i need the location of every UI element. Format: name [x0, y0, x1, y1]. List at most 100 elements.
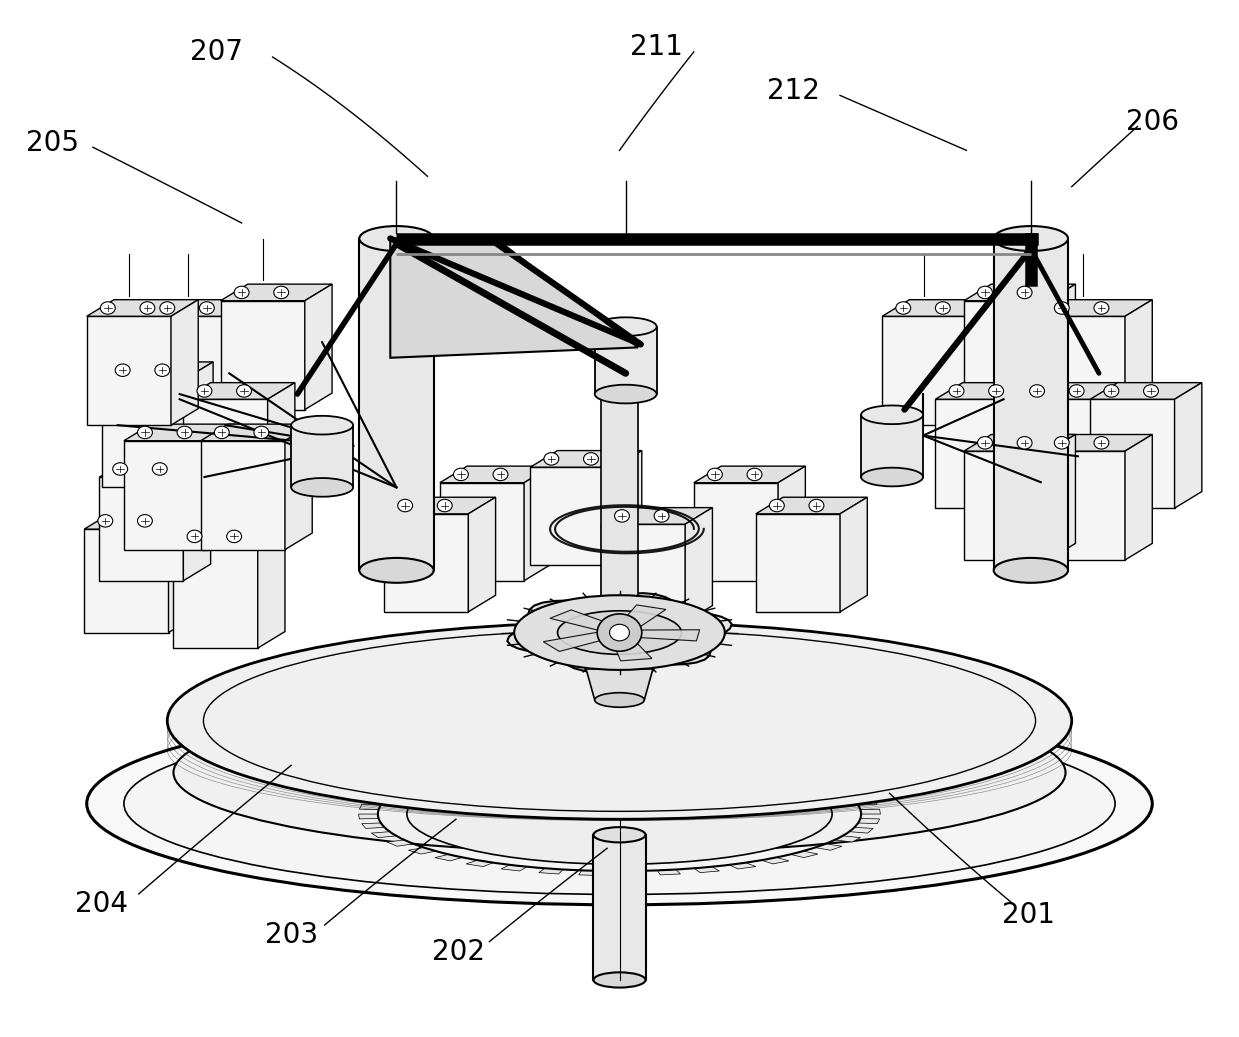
Text: 202: 202: [432, 937, 484, 966]
Ellipse shape: [994, 226, 1068, 251]
Circle shape: [1104, 385, 1119, 397]
Circle shape: [199, 302, 214, 314]
Polygon shape: [1041, 451, 1125, 560]
Polygon shape: [601, 508, 712, 525]
Polygon shape: [201, 441, 285, 550]
Polygon shape: [124, 424, 235, 441]
Polygon shape: [638, 753, 660, 758]
Polygon shape: [964, 435, 1075, 451]
Circle shape: [615, 510, 629, 523]
Polygon shape: [843, 790, 867, 796]
Polygon shape: [658, 869, 680, 875]
Circle shape: [707, 469, 722, 481]
Circle shape: [978, 437, 992, 449]
Polygon shape: [169, 512, 196, 633]
Polygon shape: [777, 767, 804, 774]
Circle shape: [214, 426, 229, 439]
Polygon shape: [1048, 435, 1075, 560]
Polygon shape: [387, 840, 414, 846]
Polygon shape: [372, 832, 396, 838]
Circle shape: [989, 385, 1004, 397]
Circle shape: [1017, 437, 1032, 449]
Polygon shape: [183, 460, 211, 581]
Polygon shape: [362, 823, 384, 829]
Circle shape: [610, 624, 629, 641]
Polygon shape: [579, 870, 601, 875]
Ellipse shape: [167, 622, 1072, 819]
Polygon shape: [84, 529, 169, 633]
Polygon shape: [859, 818, 880, 823]
Circle shape: [597, 614, 642, 651]
Polygon shape: [849, 828, 873, 833]
Polygon shape: [501, 865, 527, 871]
Circle shape: [1144, 385, 1158, 397]
Polygon shape: [610, 636, 652, 661]
Circle shape: [1094, 302, 1109, 314]
Ellipse shape: [173, 693, 1066, 852]
Polygon shape: [676, 754, 700, 760]
Polygon shape: [440, 467, 551, 483]
Circle shape: [177, 426, 192, 439]
Polygon shape: [102, 379, 186, 487]
Polygon shape: [730, 863, 756, 869]
Circle shape: [453, 469, 468, 481]
Polygon shape: [1041, 435, 1152, 451]
Polygon shape: [1090, 399, 1175, 508]
Ellipse shape: [593, 828, 646, 842]
Circle shape: [274, 286, 289, 299]
Polygon shape: [593, 835, 646, 980]
Circle shape: [978, 286, 992, 299]
Polygon shape: [803, 774, 830, 781]
Circle shape: [234, 286, 249, 299]
Ellipse shape: [994, 558, 1068, 583]
Circle shape: [155, 364, 170, 376]
Circle shape: [935, 302, 950, 314]
Polygon shape: [173, 544, 258, 648]
Polygon shape: [598, 753, 620, 757]
Polygon shape: [183, 383, 295, 399]
Circle shape: [747, 469, 762, 481]
Polygon shape: [595, 327, 657, 394]
Circle shape: [113, 463, 128, 475]
Polygon shape: [171, 300, 198, 425]
Circle shape: [544, 453, 559, 466]
Polygon shape: [882, 316, 966, 425]
Polygon shape: [201, 424, 312, 441]
Polygon shape: [285, 424, 312, 550]
Circle shape: [187, 530, 202, 542]
Polygon shape: [601, 525, 685, 622]
Circle shape: [493, 469, 508, 481]
Polygon shape: [964, 301, 1048, 410]
Polygon shape: [624, 629, 700, 641]
Ellipse shape: [585, 658, 654, 679]
Polygon shape: [409, 847, 436, 854]
Circle shape: [138, 514, 152, 527]
Ellipse shape: [87, 703, 1152, 904]
Circle shape: [654, 510, 669, 523]
Polygon shape: [530, 468, 615, 565]
Polygon shape: [861, 415, 923, 477]
Ellipse shape: [595, 385, 657, 403]
Circle shape: [227, 530, 242, 542]
Polygon shape: [815, 844, 843, 850]
Polygon shape: [756, 514, 840, 612]
Polygon shape: [384, 514, 468, 612]
Polygon shape: [712, 757, 738, 763]
Circle shape: [152, 463, 167, 475]
Polygon shape: [366, 795, 390, 801]
Polygon shape: [840, 498, 867, 612]
Polygon shape: [435, 854, 462, 861]
Text: 201: 201: [1002, 900, 1054, 929]
Polygon shape: [466, 860, 493, 867]
Ellipse shape: [124, 713, 1115, 894]
Circle shape: [140, 302, 155, 314]
Polygon shape: [616, 605, 665, 633]
Polygon shape: [586, 669, 653, 700]
Polygon shape: [1048, 284, 1075, 410]
Circle shape: [949, 385, 964, 397]
Circle shape: [98, 514, 113, 527]
Circle shape: [1017, 286, 1032, 299]
Polygon shape: [550, 610, 623, 633]
Ellipse shape: [291, 478, 353, 497]
Polygon shape: [964, 284, 1075, 301]
